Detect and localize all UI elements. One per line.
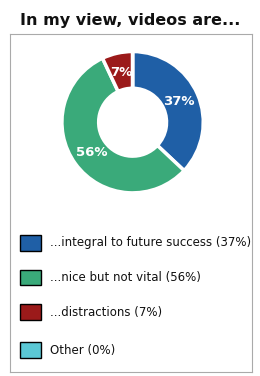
Wedge shape: [133, 52, 203, 171]
Wedge shape: [62, 58, 184, 193]
Text: 37%: 37%: [164, 96, 195, 109]
Text: In my view, videos are...: In my view, videos are...: [20, 13, 240, 28]
FancyBboxPatch shape: [20, 235, 41, 251]
Text: ...distractions (7%): ...distractions (7%): [50, 306, 162, 319]
Wedge shape: [102, 52, 133, 91]
FancyBboxPatch shape: [20, 270, 41, 285]
Text: Other (0%): Other (0%): [50, 344, 115, 356]
FancyBboxPatch shape: [20, 304, 41, 320]
Text: 7%: 7%: [110, 66, 133, 79]
Text: ...nice but not vital (56%): ...nice but not vital (56%): [50, 271, 201, 284]
FancyBboxPatch shape: [20, 342, 41, 358]
Text: 56%: 56%: [76, 146, 107, 159]
Text: ...integral to future success (37%): ...integral to future success (37%): [50, 236, 251, 249]
